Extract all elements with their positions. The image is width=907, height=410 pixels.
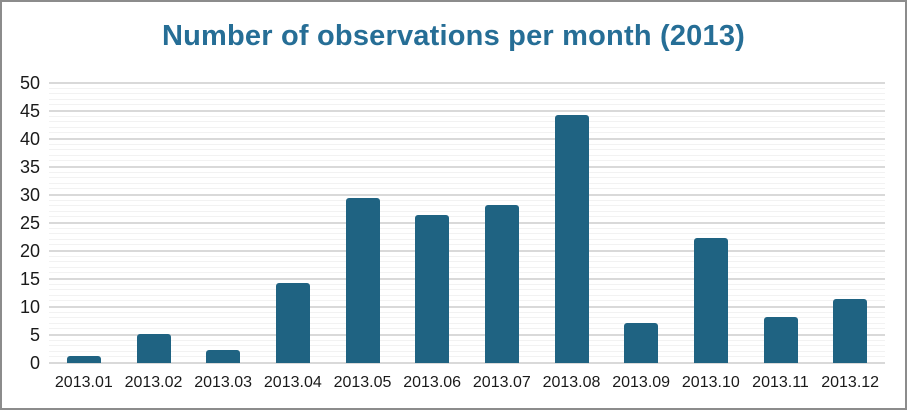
bar-2013.07 — [484, 205, 519, 363]
gridline-major — [49, 306, 885, 308]
gridline-minor — [49, 199, 885, 201]
gridline-major — [49, 334, 885, 336]
gridline-minor — [49, 143, 885, 145]
x-tick-label: 2013.09 — [612, 374, 671, 391]
x-tick-label: 2013.01 — [54, 374, 113, 391]
gridline-minor — [49, 244, 885, 246]
x-tick-label: 2013.05 — [333, 374, 392, 391]
gridline-minor — [49, 322, 885, 324]
y-tick-label: 40 — [19, 129, 40, 149]
gridline-minor — [49, 311, 885, 313]
y-tick-label: 35 — [19, 157, 40, 177]
gridline-minor — [49, 227, 885, 229]
y-tick-label: 15 — [19, 269, 40, 289]
plot-area — [49, 82, 885, 364]
gridline-minor — [49, 154, 885, 156]
gridline-minor — [49, 345, 885, 347]
bar-2013.01 — [66, 355, 101, 363]
bar-2013.05 — [345, 198, 380, 363]
gridline-minor — [49, 328, 885, 330]
y-tick-label: 10 — [19, 297, 40, 317]
gridline-minor — [49, 182, 885, 184]
gridline-minor — [49, 104, 885, 106]
gridline-minor — [49, 121, 885, 123]
x-tick-label: 2013.02 — [124, 374, 183, 391]
gridline-minor — [49, 93, 885, 95]
gridline-minor — [49, 160, 885, 162]
gridline-major — [49, 166, 885, 168]
bar-2013.03 — [206, 349, 241, 363]
gridline-minor — [49, 188, 885, 190]
x-axis: 2013.01 2013.02 2013.03 2013.04 2013.05 2013.… — [49, 373, 885, 399]
gridline-major — [49, 110, 885, 112]
gridline-minor — [49, 294, 885, 296]
gridline-minor — [49, 115, 885, 117]
y-tick-label: 0 — [29, 353, 40, 373]
bar-2013.12 — [833, 299, 868, 363]
y-tick-label: 20 — [19, 241, 40, 261]
bar-2013.09 — [624, 322, 659, 363]
x-tick-label: 2013.03 — [194, 374, 253, 391]
gridline-minor — [49, 339, 885, 341]
gridline-major — [49, 82, 885, 84]
gridline-minor — [49, 356, 885, 358]
gridline-minor — [49, 233, 885, 235]
gridline-minor — [49, 289, 885, 291]
gridline-minor — [49, 177, 885, 179]
x-tick-label: 2013.04 — [263, 374, 322, 391]
gridline-minor — [49, 317, 885, 319]
gridline-minor — [49, 132, 885, 134]
gridline-major — [49, 222, 885, 224]
x-tick-label: 2013.10 — [681, 374, 740, 391]
x-tick-label: 2013.06 — [403, 374, 462, 391]
gridline-minor — [49, 261, 885, 263]
gridline-minor — [49, 272, 885, 274]
gridline-minor — [49, 283, 885, 285]
gridline-minor — [49, 98, 885, 100]
y-axis: 0 5 10 15 20 25 30 35 40 45 50 — [2, 73, 40, 373]
bar-2013.06 — [415, 215, 450, 363]
gridline-minor — [49, 350, 885, 352]
bar-2013.04 — [275, 282, 310, 363]
x-tick-label: 2013.08 — [542, 374, 601, 391]
gridline-major — [49, 362, 885, 364]
gridline-major — [49, 278, 885, 280]
chart-title: Number of observations per month (2013) — [161, 20, 746, 52]
bar-2013.11 — [763, 317, 798, 363]
gridline-minor — [49, 205, 885, 207]
gridline-major — [49, 138, 885, 140]
bar-2013.08 — [554, 114, 589, 363]
bar-2013.02 — [136, 333, 171, 363]
gridline-minor — [49, 266, 885, 268]
x-tick-label: 2013.11 — [752, 374, 809, 391]
gridline-minor — [49, 171, 885, 173]
y-tick-label: 5 — [29, 325, 40, 345]
y-tick-label: 30 — [19, 185, 40, 205]
gridline-minor — [49, 238, 885, 240]
gridline-minor — [49, 149, 885, 151]
gridline-minor — [49, 87, 885, 89]
gridline-minor — [49, 216, 885, 218]
gridline-minor — [49, 210, 885, 212]
gridline-major — [49, 194, 885, 196]
gridline-minor — [49, 255, 885, 257]
bar-2013.10 — [693, 237, 728, 363]
y-tick-label: 25 — [19, 213, 40, 233]
y-tick-label: 45 — [19, 101, 40, 121]
x-tick-label: 2013.07 — [472, 374, 531, 391]
y-tick-label: 50 — [19, 73, 40, 93]
x-tick-label: 2013.12 — [821, 374, 880, 391]
gridline-major — [49, 250, 885, 252]
gridline-minor — [49, 300, 885, 302]
gridline-minor — [49, 126, 885, 128]
